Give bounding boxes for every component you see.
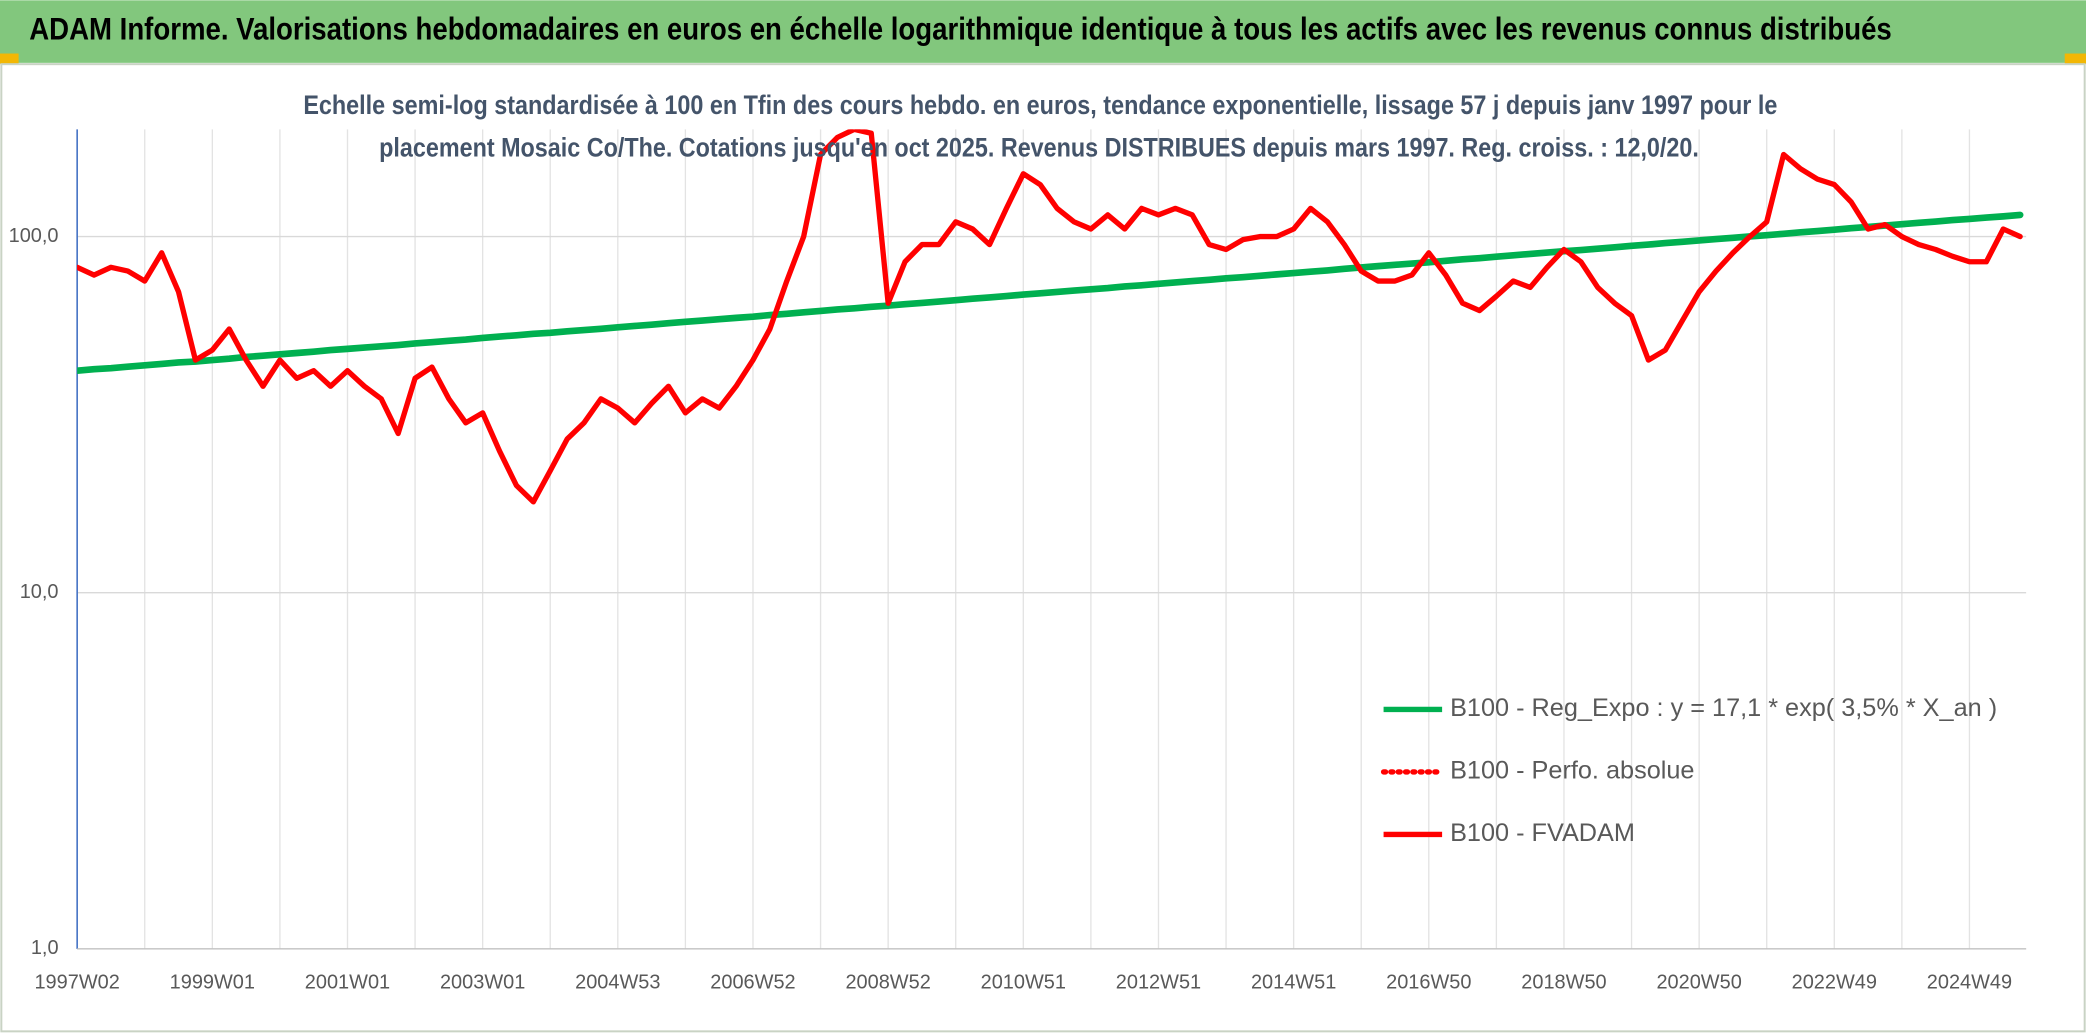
x-tick-label: 2010W51 xyxy=(981,972,1066,994)
corner-mark xyxy=(2064,53,2086,65)
legend-label: B100 - Reg_Expo : y = 17,1 * exp( 3,5% *… xyxy=(1450,694,1997,722)
x-tick-label: 2006W52 xyxy=(710,972,795,994)
corner-mark xyxy=(0,53,19,65)
header-title: ADAM Informe. Valorisations hebdomadaire… xyxy=(29,10,1892,46)
x-tick-label: 1997W02 xyxy=(34,972,119,994)
x-tick-label: 2020W50 xyxy=(1656,972,1741,994)
y-tick-label: 1,0 xyxy=(31,937,59,959)
y-tick-label: 10,0 xyxy=(20,581,59,603)
chart-frame xyxy=(0,63,2086,1033)
x-tick-label: 2003W01 xyxy=(440,972,525,994)
chart-subtitle: Echelle semi-log standardisée à 100 en T… xyxy=(303,90,1777,120)
chart-subtitle: placement Mosaic Co/The. Cotations jusqu… xyxy=(379,132,1699,162)
x-tick-label: 1999W01 xyxy=(170,972,255,994)
x-tick-label: 2001W01 xyxy=(305,972,390,994)
y-tick-label: 100,0 xyxy=(9,225,59,247)
x-tick-label: 2018W50 xyxy=(1521,972,1606,994)
x-tick-label: 2016W50 xyxy=(1386,972,1471,994)
plot-area: 1,0 10,0 100,0 1997W02 1999W01 2001W01 2003W01… xyxy=(9,129,2027,994)
header-bar xyxy=(0,0,2086,63)
x-tick-label: 2012W51 xyxy=(1116,972,1201,994)
legend-label: B100 - FVADAM xyxy=(1450,819,1635,847)
x-tick-label: 2022W49 xyxy=(1792,972,1877,994)
series-group xyxy=(77,129,2024,505)
x-tick-label: 2008W52 xyxy=(845,972,930,994)
series-line xyxy=(77,129,2023,505)
x-tick-label: 2014W51 xyxy=(1251,972,1336,994)
x-tick-label: 2024W49 xyxy=(1927,972,2012,994)
legend-label: B100 - Perfo. absolue xyxy=(1450,757,1694,785)
x-tick-label: 2004W53 xyxy=(575,972,660,994)
series-line xyxy=(77,211,2024,375)
